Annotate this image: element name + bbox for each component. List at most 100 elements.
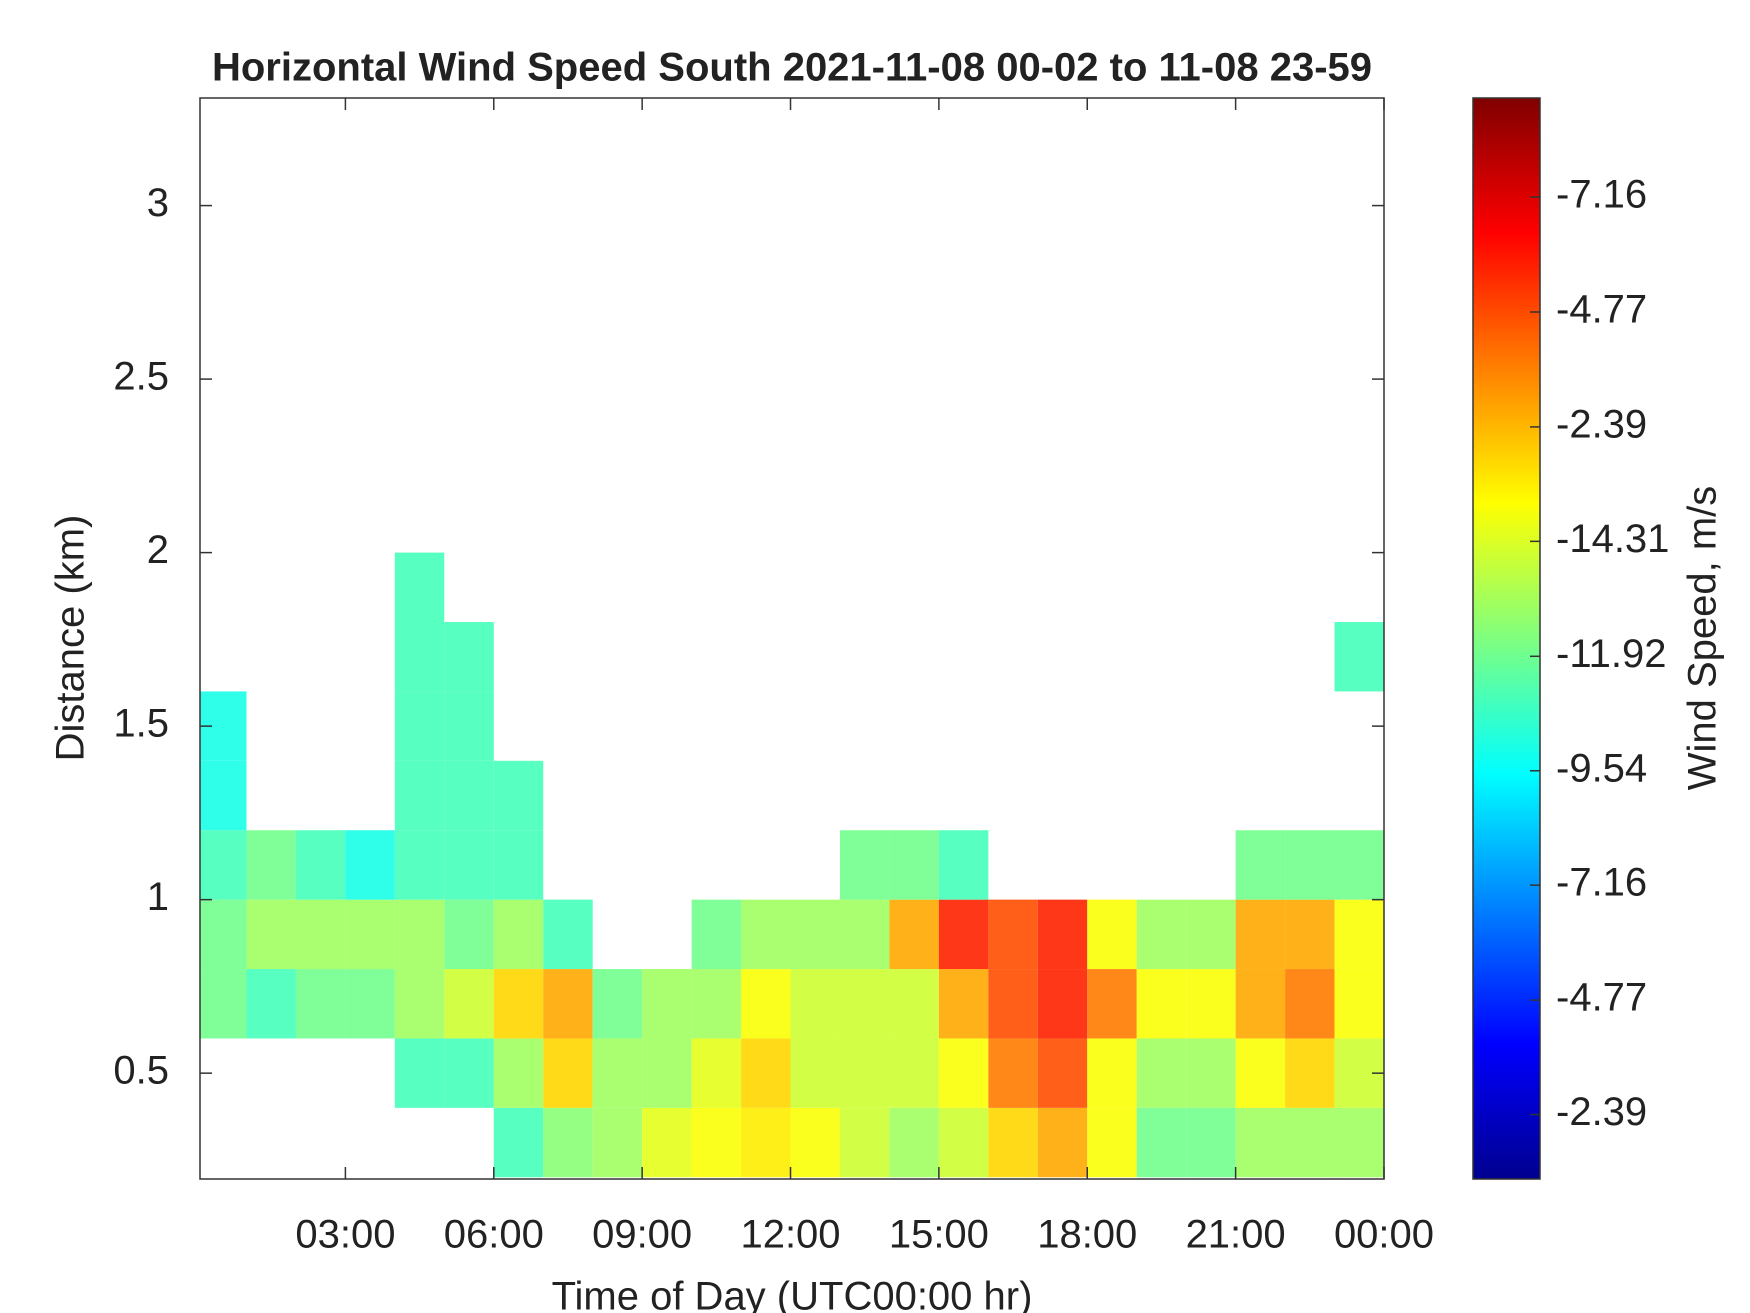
heat-cell <box>493 969 544 1039</box>
heat-cell <box>889 1107 939 1178</box>
x-tick-label: 06:00 <box>444 1213 544 1257</box>
heat-cell <box>592 1107 643 1178</box>
heat-cell <box>1285 1038 1335 1108</box>
x-tick-label: 21:00 <box>1186 1213 1286 1257</box>
heat-cell <box>1186 1107 1236 1178</box>
heat-cell <box>394 969 445 1039</box>
heat-cell <box>394 622 445 692</box>
heat-cell <box>938 1038 989 1108</box>
x-tick-label: 12:00 <box>740 1213 840 1257</box>
heat-cell <box>642 1038 692 1108</box>
heat-cell <box>790 899 840 970</box>
heat-cell <box>741 1038 791 1108</box>
x-axis-label: Time of Day (UTC00:00 hr) <box>552 1275 1033 1313</box>
heat-cell <box>493 830 544 900</box>
y-axis-label: Distance (km) <box>49 515 93 762</box>
heat-cell <box>790 1038 840 1108</box>
heat-cell <box>839 830 890 900</box>
heat-cell <box>1285 969 1335 1039</box>
colorbar <box>1472 97 1541 1180</box>
heat-cell <box>295 899 346 970</box>
heat-cell <box>790 969 840 1039</box>
heat-cell <box>642 1107 692 1178</box>
heat-cell <box>741 899 791 970</box>
heat-cell <box>889 969 939 1039</box>
heat-cell <box>839 1038 890 1108</box>
x-tick-label: 09:00 <box>592 1213 692 1257</box>
heat-cell <box>1087 1038 1137 1108</box>
heat-cell <box>1186 969 1236 1039</box>
y-tick-label: 2 <box>147 528 169 572</box>
heat-cell <box>246 899 296 970</box>
heat-cell <box>889 899 939 970</box>
heat-cell <box>839 969 890 1039</box>
heat-cell <box>493 1107 544 1178</box>
heat-cell <box>938 899 989 970</box>
heat-cell <box>1136 899 1187 970</box>
heat-cell <box>444 760 494 831</box>
heat-cell <box>246 969 296 1039</box>
heat-cell <box>444 969 494 1039</box>
y-tick-label: 1 <box>147 875 169 919</box>
heat-cell <box>394 899 445 970</box>
heat-cell <box>691 1107 742 1178</box>
heat-cell <box>543 899 593 970</box>
heat-cell <box>988 969 1038 1039</box>
colorbar-tick-label: -2.39 <box>1556 1090 1647 1134</box>
heat-cell <box>444 622 494 692</box>
heat-cell <box>592 1038 643 1108</box>
y-tick-label: 0.5 <box>113 1049 169 1093</box>
heat-cell <box>938 969 989 1039</box>
heat-cell <box>246 830 296 900</box>
heat-cell <box>741 1107 791 1178</box>
heat-cell <box>394 691 445 761</box>
heat-cell <box>592 969 643 1039</box>
x-tick-label: 15:00 <box>889 1213 989 1257</box>
heat-cell <box>1334 969 1384 1039</box>
heat-cell <box>1136 1107 1187 1178</box>
heat-cell <box>1285 1107 1335 1178</box>
colorbar-tick-label: -9.54 <box>1556 746 1647 790</box>
heat-cell <box>938 1107 989 1178</box>
heat-cell <box>394 760 445 831</box>
heat-cell <box>444 899 494 970</box>
heat-cell <box>1136 969 1187 1039</box>
heat-cell <box>1334 899 1384 970</box>
heat-cell <box>1037 1107 1088 1178</box>
heat-cell <box>1186 1038 1236 1108</box>
heat-cell <box>1037 1038 1088 1108</box>
heat-cell <box>1087 969 1137 1039</box>
heat-cell <box>1235 969 1286 1039</box>
heat-cell <box>1235 899 1286 970</box>
heat-cell <box>200 830 247 900</box>
heat-cell <box>200 899 247 970</box>
heat-cell <box>1235 830 1286 900</box>
heat-cell <box>200 969 247 1039</box>
heat-cell <box>1087 1107 1137 1178</box>
heat-cell <box>691 1038 742 1108</box>
heat-cell <box>444 1038 494 1108</box>
colorbar-tick-label: -2.39 <box>1556 402 1647 446</box>
heat-cell <box>839 1107 890 1178</box>
heat-cell <box>543 1107 593 1178</box>
colorbar-tick-label: -7.16 <box>1556 173 1647 217</box>
heat-cell <box>394 1038 445 1108</box>
x-tick-label: 03:00 <box>295 1213 395 1257</box>
heat-cell <box>345 899 395 970</box>
heat-cell <box>444 830 494 900</box>
heat-cell <box>988 1107 1038 1178</box>
heat-cell <box>691 969 742 1039</box>
colorbar-tick-label: -4.77 <box>1556 976 1647 1020</box>
colorbar-tick-label: -14.31 <box>1556 517 1669 561</box>
heat-cell <box>889 830 939 900</box>
chart-title: Horizontal Wind Speed South 2021-11-08 0… <box>212 46 1372 90</box>
heat-cell <box>1037 969 1088 1039</box>
heat-cell <box>493 760 544 831</box>
heat-cell <box>493 1038 544 1108</box>
heat-cell <box>1037 899 1088 970</box>
colorbar-tick-label: -7.16 <box>1556 861 1647 905</box>
y-tick-label: 2.5 <box>113 355 169 399</box>
colorbar-label: Wind Speed, m/s <box>1681 486 1725 791</box>
heat-cell <box>889 1038 939 1108</box>
